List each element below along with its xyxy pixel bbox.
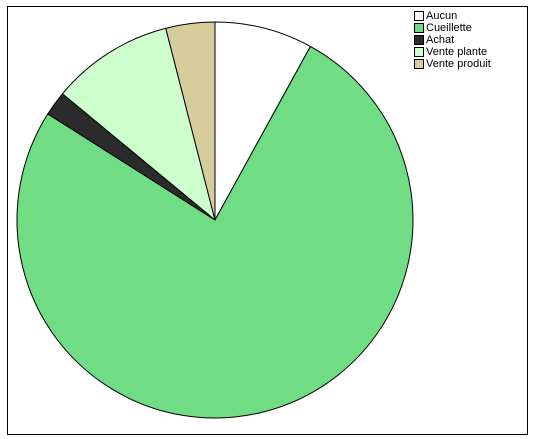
chart-legend: Aucun Cueillette Achat Vente plante Vente pr…: [414, 10, 491, 70]
legend-label: Cueillette: [426, 22, 472, 34]
legend-label: Achat: [426, 34, 455, 46]
legend-swatch: [414, 47, 424, 57]
legend-swatch: [414, 35, 424, 45]
pie-slice-vente-produit: [165, 21, 216, 221]
legend-item: Achat: [414, 34, 491, 46]
pie-slice-cueillette: [16, 45, 414, 419]
legend-label: Vente plante: [426, 46, 488, 58]
legend-swatch: [414, 23, 424, 33]
legend-item: Aucun: [414, 10, 491, 22]
pie-slice-aucun: [214, 21, 311, 221]
pie-slices: [16, 21, 414, 419]
legend-swatch: [414, 59, 424, 69]
legend-item: Vente plante: [414, 46, 491, 58]
legend-item: Vente produit: [414, 58, 491, 70]
legend-item: Cueillette: [414, 22, 491, 34]
pie-slice-vente-plante: [61, 27, 216, 221]
legend-label: Vente produit: [426, 58, 491, 70]
legend-swatch: [414, 11, 424, 21]
legend-label: Aucun: [426, 10, 458, 22]
